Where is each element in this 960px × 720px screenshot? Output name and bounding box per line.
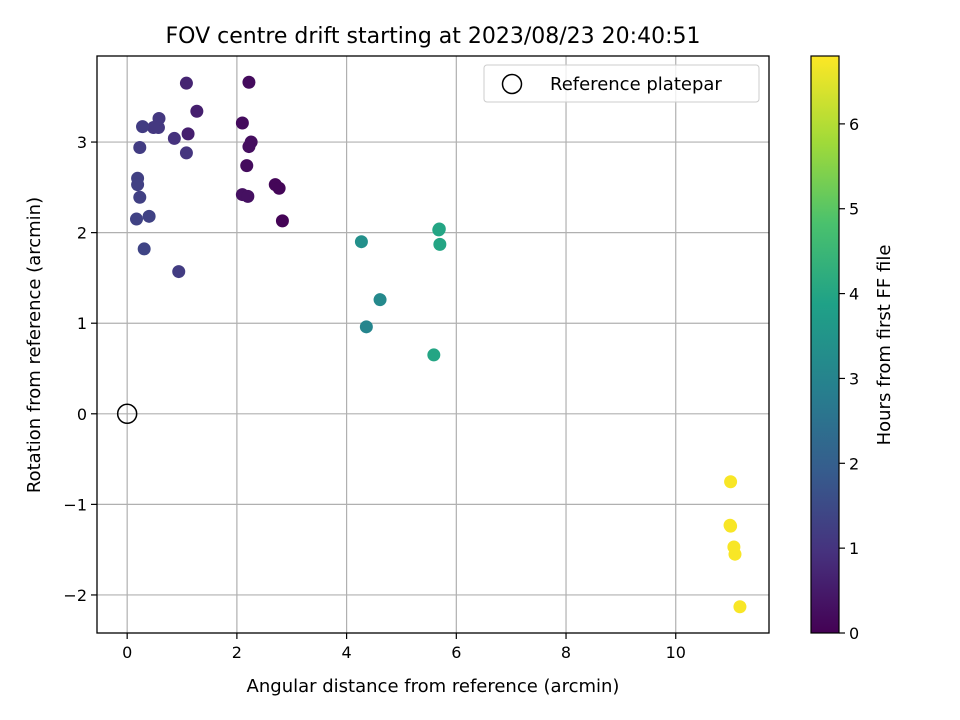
colorbar-label: Hours from first FF file <box>874 245 895 446</box>
data-point <box>133 190 147 204</box>
colorbar-tick-label: 1 <box>849 539 859 558</box>
plot-frame <box>96 55 770 634</box>
data-point <box>142 209 156 223</box>
colorbar-tick-label: 5 <box>849 200 859 219</box>
x-tick-label: 10 <box>666 643 686 662</box>
y-tick-label: −1 <box>63 495 87 514</box>
reference-marker <box>116 403 138 425</box>
y-tick-label: 2 <box>77 224 87 243</box>
y-tick-label: 0 <box>77 405 87 424</box>
data-point <box>137 242 151 256</box>
colorbar-ticks: 0 1 2 3 4 5 6 <box>839 115 859 643</box>
data-point <box>241 189 255 203</box>
x-tick-label: 6 <box>451 643 461 662</box>
grid-lines <box>97 56 769 633</box>
data-point <box>147 121 161 135</box>
colorbar-tick-label: 6 <box>849 115 859 134</box>
legend: Reference platepar <box>483 64 760 103</box>
colorbar: 0 1 2 3 4 5 6 Hours from first FF file <box>810 55 895 643</box>
data-point <box>136 120 150 134</box>
data-point <box>131 178 145 192</box>
colorbar-gradient <box>810 55 840 634</box>
data-point <box>179 76 193 90</box>
data-point <box>359 320 373 334</box>
data-point <box>373 293 387 307</box>
y-axis-ticks: −2 −1 0 1 2 3 <box>63 133 97 605</box>
data-point <box>181 127 195 141</box>
legend-box <box>483 64 760 103</box>
data-point <box>733 600 747 614</box>
colorbar-tick-label: 2 <box>849 454 859 473</box>
x-tick-label: 4 <box>342 643 352 662</box>
x-axis-ticks: 0 2 4 6 8 10 <box>122 633 686 662</box>
data-point <box>242 75 256 89</box>
data-point <box>432 223 446 237</box>
data-point <box>133 140 147 154</box>
data-point <box>242 140 256 154</box>
y-tick-label: 1 <box>77 314 87 333</box>
data-point <box>235 116 249 130</box>
data-point <box>190 104 204 118</box>
x-tick-label: 2 <box>232 643 242 662</box>
y-tick-label: 3 <box>77 133 87 152</box>
x-tick-label: 8 <box>561 643 571 662</box>
data-point <box>724 475 738 489</box>
data-point <box>724 519 738 533</box>
data-point <box>129 212 143 226</box>
colorbar-tick-label: 3 <box>849 369 859 388</box>
data-point <box>427 348 441 362</box>
data-point <box>272 181 286 195</box>
x-tick-label: 0 <box>122 643 132 662</box>
data-points <box>129 75 747 614</box>
data-point <box>172 265 186 279</box>
data-point <box>354 235 368 249</box>
data-point <box>167 131 181 145</box>
x-axis-label: Angular distance from reference (arcmin) <box>247 676 620 697</box>
data-point <box>433 237 447 251</box>
data-point <box>728 547 742 561</box>
colorbar-tick-label: 4 <box>849 285 859 304</box>
data-point <box>179 146 193 160</box>
legend-label: Reference platepar <box>550 74 722 95</box>
chart-title: FOV centre drift starting at 2023/08/23 … <box>166 24 701 49</box>
colorbar-tick-label: 0 <box>849 624 859 643</box>
data-point <box>240 159 254 173</box>
y-tick-label: −2 <box>63 586 87 605</box>
data-point <box>275 214 289 228</box>
y-axis-label: Rotation from reference (arcmin) <box>24 197 45 493</box>
legend-marker <box>501 73 523 95</box>
